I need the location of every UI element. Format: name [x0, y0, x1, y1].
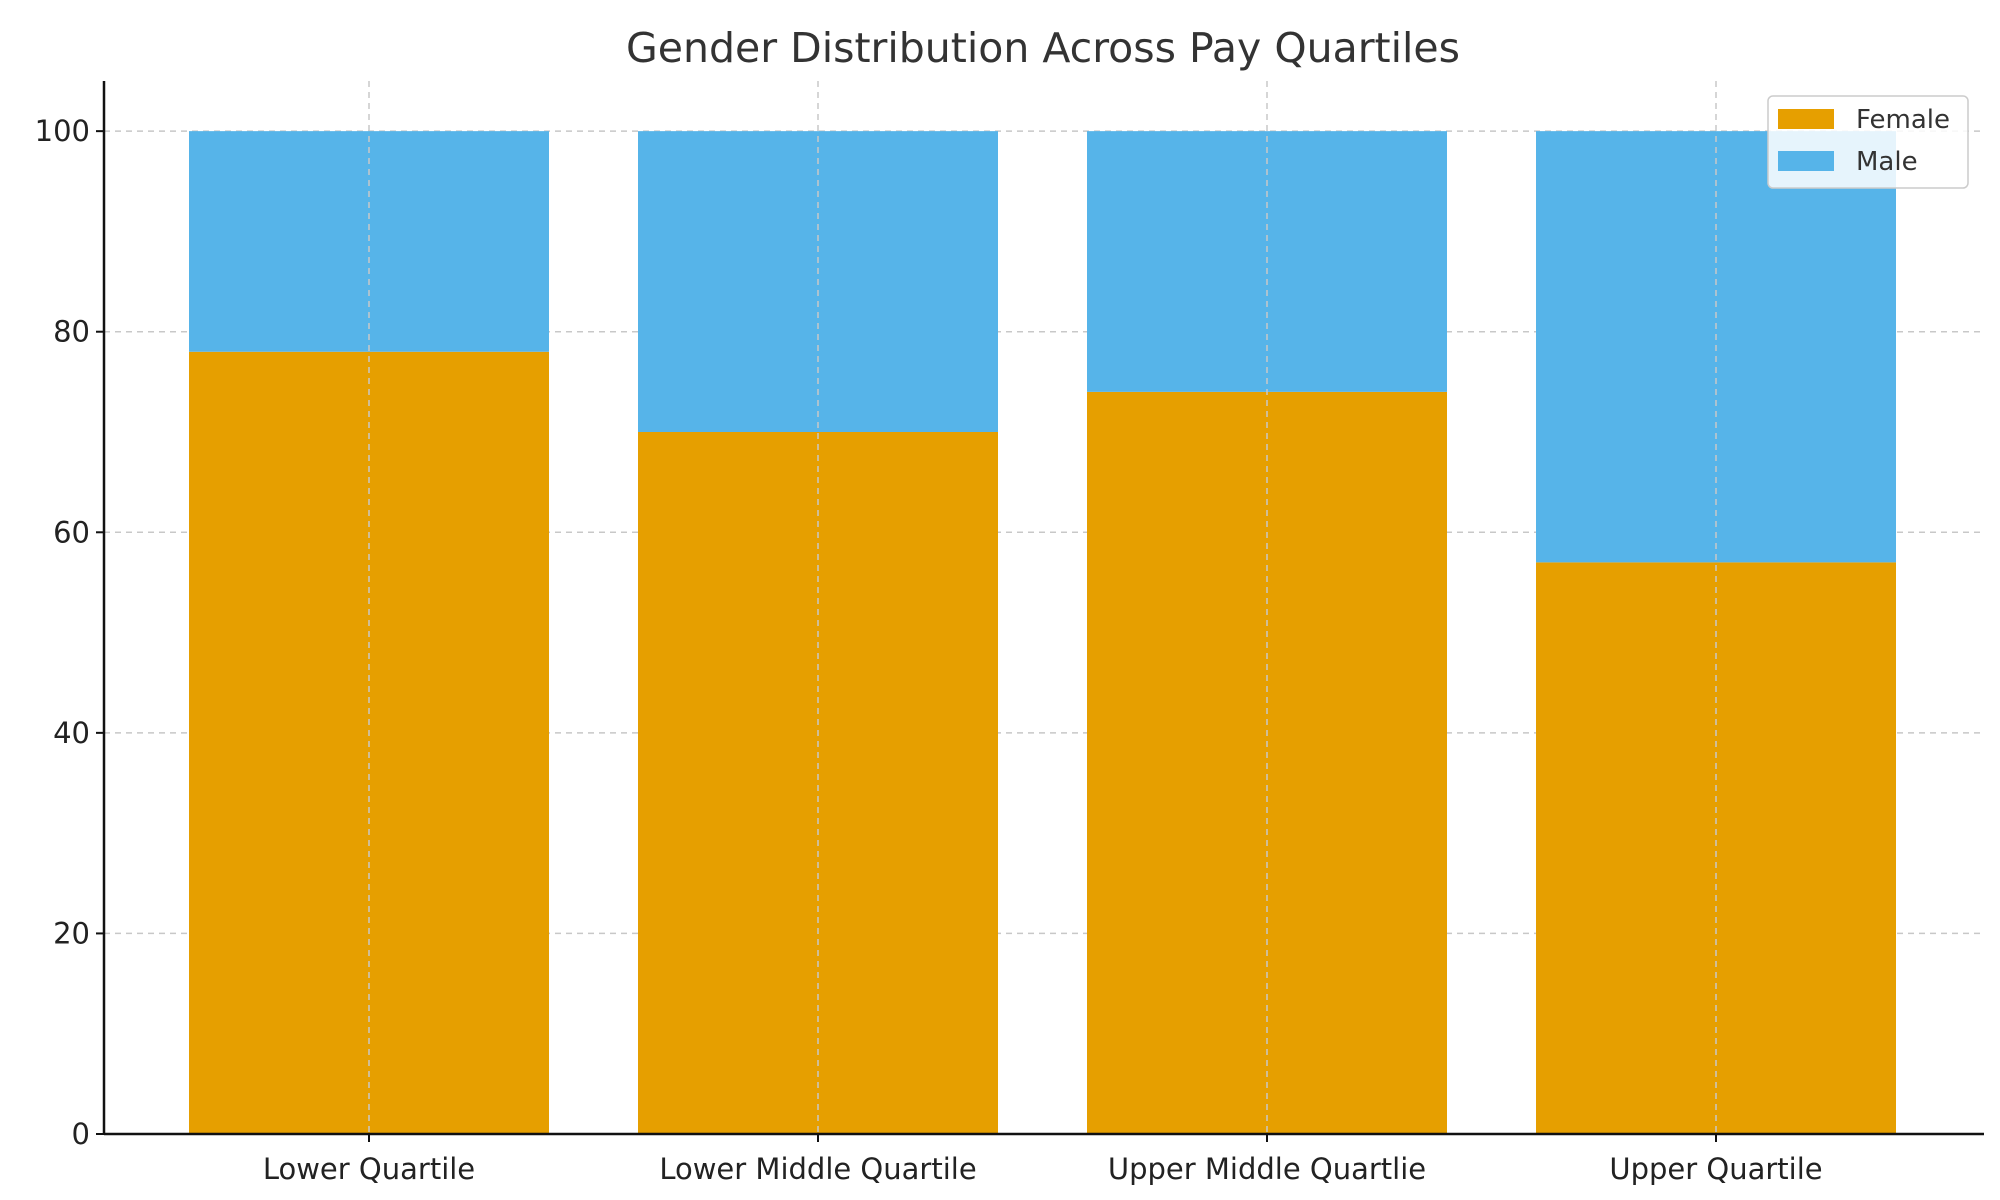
x-tick-label: Upper Middle Quartlie	[1108, 1152, 1426, 1186]
y-tick-label: 20	[53, 916, 90, 950]
legend-swatch-male	[1778, 151, 1834, 171]
x-axis-ticks: Lower Quartile Lower Middle Quartile Upper…	[263, 1134, 1823, 1186]
axes	[102, 81, 1984, 1136]
bar-female-4	[1536, 562, 1896, 1134]
x-tick-label: Lower Quartile	[263, 1152, 475, 1186]
legend-label-female: Female	[1856, 105, 1950, 135]
y-axis-ticks: 0 20 40 60 80 100	[35, 114, 104, 1151]
vertical-grid-lines	[368, 81, 1717, 1134]
legend: Female Male	[1767, 95, 1969, 189]
chart-title: Gender Distribution Across Pay Quartiles	[626, 24, 1460, 72]
y-tick-label: 40	[53, 716, 90, 750]
y-tick-label: 60	[53, 515, 90, 549]
legend-label-male: Male	[1856, 147, 1918, 177]
y-tick-label: 80	[53, 315, 90, 349]
legend-swatch-female	[1778, 109, 1834, 129]
x-tick-label: Upper Quartile	[1609, 1152, 1822, 1186]
y-tick-label: 0	[72, 1117, 90, 1151]
bar-male-1	[189, 131, 549, 352]
x-tick-label: Lower Middle Quartile	[659, 1152, 976, 1186]
bars	[189, 131, 1896, 1134]
y-tick-label: 100	[35, 114, 90, 148]
